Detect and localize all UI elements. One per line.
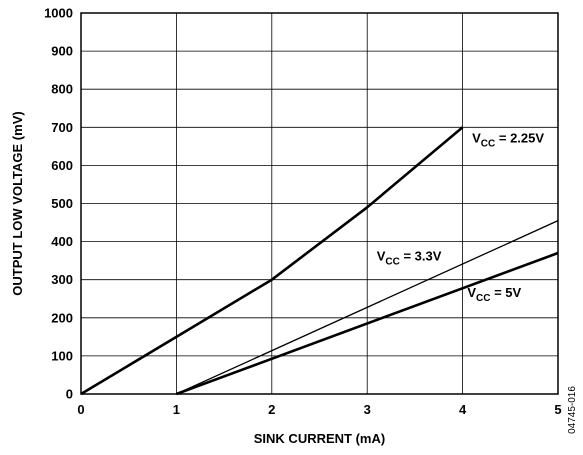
y-tick-label: 100: [51, 348, 73, 363]
series-label-subscript: CC: [385, 257, 399, 268]
y-axis-title: OUTPUT LOW VOLTAGE (mV): [10, 111, 25, 295]
series-label-main: V: [377, 249, 386, 264]
y-tick-label: 1000: [44, 6, 73, 21]
x-axis-title: SINK CURRENT (mA): [254, 431, 385, 446]
x-tick-label: 1: [173, 402, 180, 417]
y-tick-label: 400: [51, 234, 73, 249]
y-tick-label: 800: [51, 82, 73, 97]
series-label-3: VCC = 5V: [467, 285, 521, 304]
series-label-rest: = 5V: [490, 285, 521, 300]
grid: [80, 12, 559, 395]
series-line-1: [80, 126, 464, 396]
y-tick-label: 0: [66, 387, 73, 402]
x-tick-label: 5: [554, 402, 561, 417]
y-tick-label: 200: [51, 310, 73, 325]
y-tick-label: 500: [51, 196, 73, 211]
y-tick-label: 900: [51, 44, 73, 59]
x-tick-label: 4: [459, 402, 467, 417]
x-tick-labels: 0 1 2 3 4 5: [77, 402, 561, 417]
series-line-2: [176, 220, 559, 395]
y-tick-label: 600: [51, 158, 73, 173]
series-label-subscript: CC: [476, 293, 490, 304]
series-label-rest: = 3.3V: [400, 249, 442, 264]
series-label-rest: = 2.25V: [495, 131, 544, 146]
y-tick-label: 700: [51, 120, 73, 135]
series-label-subscript: CC: [481, 139, 495, 150]
series-label-main: V: [467, 285, 476, 300]
series-label-1: VCC = 2.25V: [472, 131, 544, 150]
plot-frame: [80, 12, 559, 395]
series-label-main: V: [472, 131, 481, 146]
x-tick-label: 2: [268, 402, 275, 417]
series-line-3: [175, 251, 559, 396]
y-tick-labels: 0 100 200 300 400 500 600 700 800 900 1000: [44, 6, 73, 402]
series-label-2: VCC = 3.3V: [377, 249, 442, 268]
x-tick-label: 3: [364, 402, 371, 417]
series-lines: [80, 126, 559, 396]
x-tick-label: 0: [77, 402, 84, 417]
figure-code: 04745-016: [567, 386, 578, 434]
y-tick-label: 300: [51, 272, 73, 287]
